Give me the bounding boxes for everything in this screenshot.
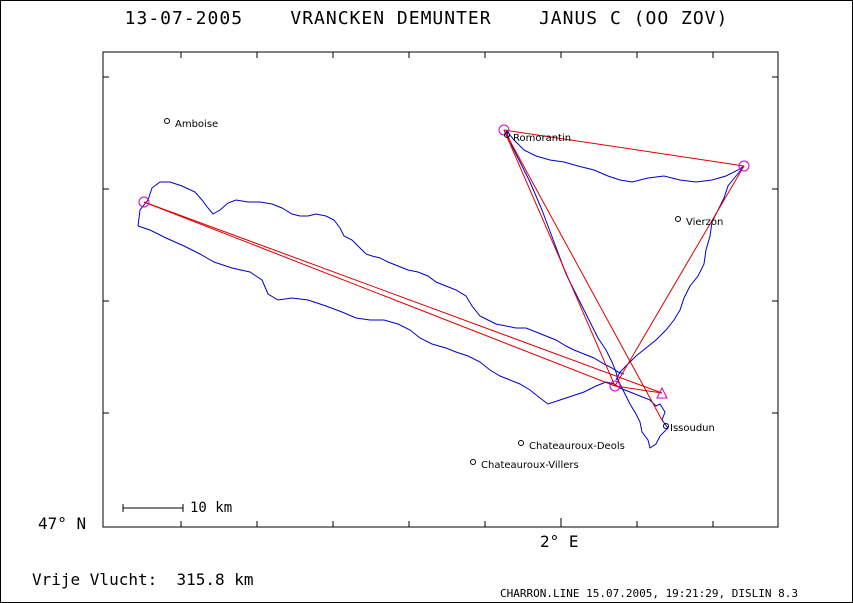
place-markers [164,118,681,465]
place-label-vierzon: Vierzon [686,217,724,228]
place-label-chateauroux-deols: Chateauroux-Deols [529,441,625,452]
map-border [102,51,779,528]
place-label-issoudun: Issoudun [670,423,715,434]
place-label-romorantin: Romorantin [513,133,572,144]
flight-track [137,129,745,449]
footer-text: CHARRON.LINE 15.07.2005, 19:21:29, DISLI… [500,587,799,600]
place-label-amboise: Amboise [175,119,219,130]
finish-marker [656,386,668,399]
scale-label: 10 km [190,500,233,516]
scale-bar [122,504,184,512]
turnpoints [138,124,750,399]
turnpoint-marker [738,160,750,172]
map-title: 13-07-2005 VRANCKEN DEMUNTER JANUS C (OO… [124,8,729,29]
latitude-label: 47° N [38,514,87,533]
task-lines [143,129,745,421]
longitude-label: 2° E [540,532,579,551]
axis-ticks [103,52,778,527]
place-label-chateauroux-villers: Chateauroux-Villers [481,460,579,471]
turnpoint-marker [609,380,621,392]
turnpoint-marker [138,196,150,208]
distance-label: Vrije Vlucht: 315.8 km [32,570,254,589]
